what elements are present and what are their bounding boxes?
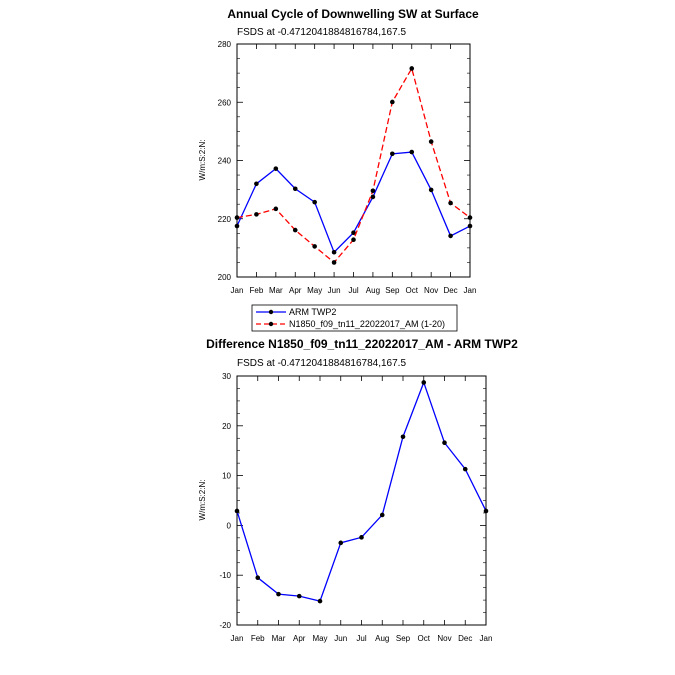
data-point xyxy=(467,215,473,220)
series-line-1 xyxy=(236,380,487,602)
chart1-ticks: Jan Feb Mar Apr May Jun Jul Aug Sep Oct Nov Dec Jan 2… xyxy=(218,40,477,295)
x-tick-label: Aug xyxy=(375,634,389,643)
y-tick-label: 10 xyxy=(222,472,231,481)
data-point xyxy=(448,200,453,206)
data-point xyxy=(370,188,376,194)
x-tick-label: Oct xyxy=(406,286,419,295)
x-tick-label: May xyxy=(307,286,322,295)
series-line-1 xyxy=(236,151,471,254)
x-tick-label: Feb xyxy=(250,286,264,295)
data-point xyxy=(317,598,323,604)
data-point xyxy=(390,151,395,157)
data-point xyxy=(409,149,415,155)
x-tick-label: Feb xyxy=(251,634,265,643)
data-point xyxy=(390,99,395,105)
data-point xyxy=(331,260,337,265)
data-point xyxy=(234,508,240,514)
data-point xyxy=(448,233,453,239)
data-point xyxy=(483,508,489,514)
legend-label-arm: ARM TWP2 xyxy=(289,307,336,317)
data-point xyxy=(428,187,434,193)
chart1-subtitle: FSDS at -0.4712041884816784,167.5 xyxy=(237,27,406,38)
data-point xyxy=(234,223,240,229)
legend-box xyxy=(251,304,458,332)
y-tick-label: -20 xyxy=(219,621,231,630)
data-point xyxy=(370,194,376,200)
data-point xyxy=(379,512,385,518)
x-tick-label: Jun xyxy=(334,634,347,643)
chart1-ylabel: W/m:S:2:N: xyxy=(198,140,207,181)
data-point xyxy=(312,199,317,205)
y-tick-label: 260 xyxy=(218,98,232,107)
x-tick-label: Apr xyxy=(293,634,306,643)
legend-label-model: N1850_f09_tn11_22022017_AM (1-20) xyxy=(289,319,445,329)
data-point xyxy=(331,249,337,255)
legend-marker-arm xyxy=(268,309,274,315)
data-point xyxy=(400,434,406,440)
data-point xyxy=(276,591,281,597)
x-tick-label: Jun xyxy=(328,286,341,295)
y-tick-label: -10 xyxy=(219,571,231,580)
x-tick-label: Jul xyxy=(356,634,366,643)
x-tick-label: Sep xyxy=(385,286,400,295)
y-tick-label: 30 xyxy=(222,372,231,381)
x-tick-label: May xyxy=(312,634,327,643)
data-point xyxy=(234,215,240,220)
x-tick-label: Nov xyxy=(424,286,438,295)
data-point xyxy=(359,535,364,540)
data-point xyxy=(421,380,427,385)
chart2-subtitle: FSDS at -0.4712041884816784,167.5 xyxy=(237,358,406,369)
x-tick-label: Jan xyxy=(464,286,477,295)
data-point xyxy=(467,223,473,229)
data-point xyxy=(254,212,259,217)
chart1-plot-frame xyxy=(236,43,471,278)
x-tick-label: Apr xyxy=(289,286,302,295)
data-point xyxy=(273,206,279,212)
annual-cycle-chart: Annual Cycle of Downwelling SW at Surfac… xyxy=(198,7,479,332)
data-point xyxy=(462,466,468,472)
y-tick-label: 200 xyxy=(218,273,232,282)
x-tick-label: Mar xyxy=(269,286,283,295)
data-point xyxy=(351,237,356,243)
x-tick-label: Dec xyxy=(443,286,457,295)
x-tick-label: Jan xyxy=(480,634,493,643)
x-tick-label: Mar xyxy=(272,634,286,643)
data-point xyxy=(296,593,302,599)
chart2-ylabel: W/m:S:2:N: xyxy=(198,480,207,521)
chart2-ticks: Jan Feb Mar Apr May Jun Jul Aug Sep Oct Nov Dec Jan-… xyxy=(219,372,492,643)
x-tick-label: Oct xyxy=(418,634,431,643)
chart2-plot-frame xyxy=(236,375,487,626)
legend-marker-model xyxy=(268,321,274,327)
x-tick-label: Jan xyxy=(231,286,244,295)
data-point xyxy=(442,440,447,446)
chart2-title: Difference N1850_f09_tn11_22022017_AM - … xyxy=(206,337,518,351)
x-tick-label: Nov xyxy=(437,634,451,643)
x-tick-label: Jan xyxy=(231,634,244,643)
chart1-legend: ARM TWP2 N1850_f09_tn11_22022017_AM (1-2… xyxy=(251,304,458,332)
data-point xyxy=(428,139,434,144)
data-point xyxy=(351,230,356,236)
data-point xyxy=(292,186,298,192)
chart1-title: Annual Cycle of Downwelling SW at Surfac… xyxy=(227,7,479,21)
x-tick-label: Aug xyxy=(366,286,380,295)
data-point xyxy=(292,227,298,233)
y-tick-label: 240 xyxy=(218,157,232,166)
data-point xyxy=(409,66,415,71)
y-tick-label: 0 xyxy=(227,521,232,530)
x-tick-label: Dec xyxy=(458,634,472,643)
y-tick-label: 20 xyxy=(222,422,231,431)
data-point xyxy=(254,181,259,187)
data-point xyxy=(338,540,344,546)
difference-chart: Difference N1850_f09_tn11_22022017_AM - … xyxy=(198,337,518,643)
data-point xyxy=(312,244,317,249)
x-tick-label: Jul xyxy=(348,286,358,295)
y-tick-label: 220 xyxy=(218,215,232,224)
data-point xyxy=(273,166,279,171)
chart2-series xyxy=(234,380,489,604)
chart1-series xyxy=(234,66,473,265)
y-tick-label: 280 xyxy=(218,40,232,49)
x-tick-label: Sep xyxy=(396,634,411,643)
data-point xyxy=(255,575,261,580)
